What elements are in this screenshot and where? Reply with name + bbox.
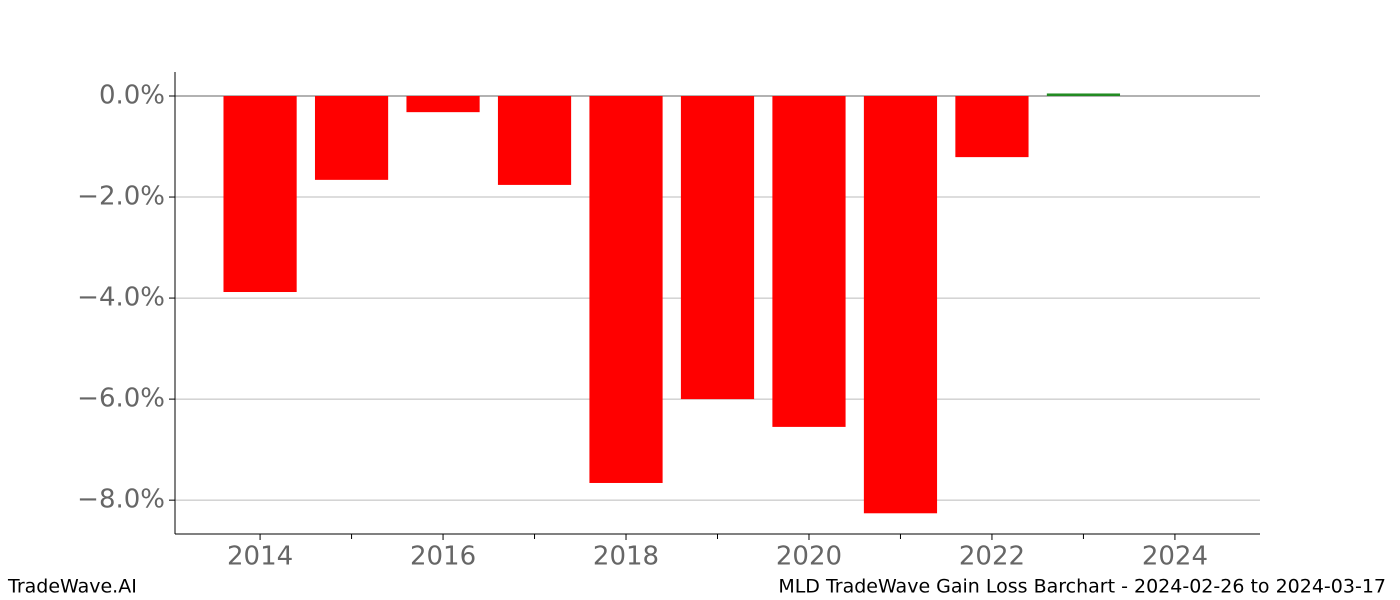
bar bbox=[680, 95, 755, 400]
bar bbox=[497, 95, 572, 185]
bar bbox=[1046, 93, 1121, 96]
x-tick-label: 2022 bbox=[959, 542, 1025, 572]
x-tick-label: 2014 bbox=[227, 542, 293, 572]
bar bbox=[955, 95, 1029, 158]
x-tick-label: 2024 bbox=[1142, 542, 1208, 572]
bar bbox=[863, 95, 938, 514]
y-tick-label: −4.0% bbox=[77, 283, 165, 313]
y-tick-label: −2.0% bbox=[77, 182, 165, 212]
bar bbox=[406, 95, 480, 113]
bar bbox=[772, 95, 846, 427]
y-tick-label: −6.0% bbox=[77, 384, 165, 414]
y-tick-label: −8.0% bbox=[77, 485, 165, 515]
bar bbox=[589, 95, 663, 483]
chart-caption: MLD TradeWave Gain Loss Barchart - 2024-… bbox=[778, 576, 1386, 598]
y-tick-label: 0.0% bbox=[99, 80, 165, 110]
x-tick-label: 2016 bbox=[410, 542, 476, 572]
x-tick-label: 2020 bbox=[776, 542, 842, 572]
brand: TradeWave.AI bbox=[7, 576, 137, 598]
bar bbox=[314, 95, 389, 180]
bar bbox=[223, 95, 297, 293]
x-tick-label: 2018 bbox=[593, 542, 659, 572]
